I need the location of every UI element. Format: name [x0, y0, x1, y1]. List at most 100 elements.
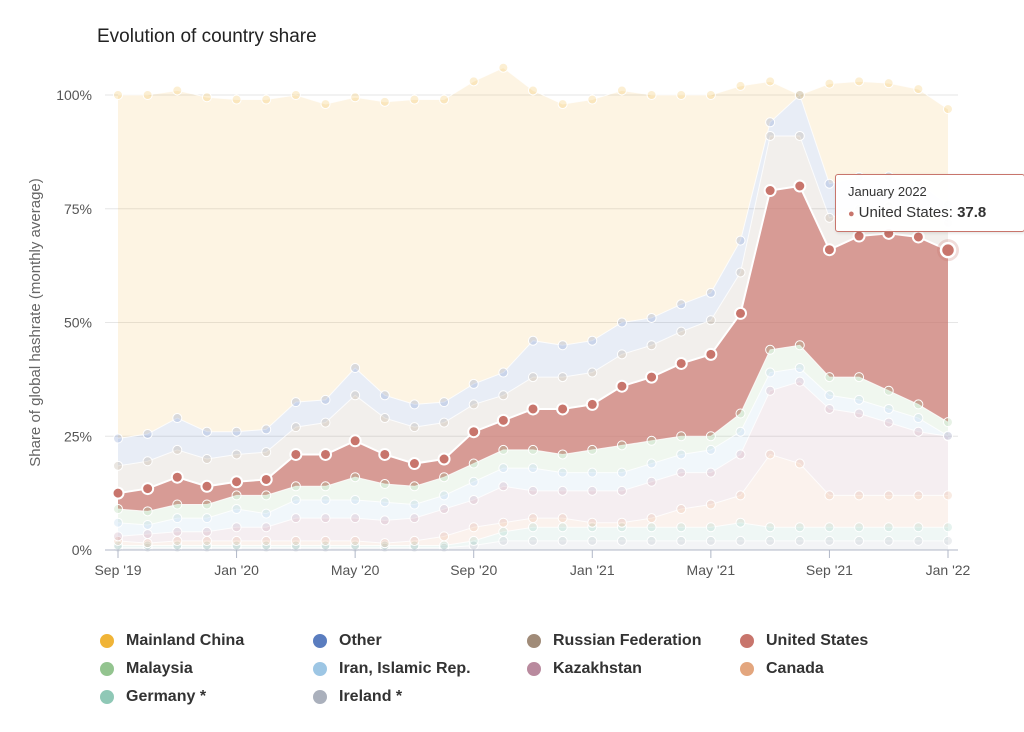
- data-point: [439, 531, 450, 542]
- data-point: [824, 535, 835, 546]
- data-point: [320, 513, 331, 524]
- data-point: [498, 535, 509, 546]
- legend-dot-icon: [527, 662, 541, 676]
- data-point: [172, 85, 183, 96]
- data-point: [793, 179, 807, 193]
- data-point: [113, 90, 123, 100]
- data-point: [765, 76, 776, 87]
- data-point: [676, 326, 687, 337]
- data-point: [409, 94, 420, 105]
- data-point: [201, 535, 212, 546]
- data-point: [231, 535, 242, 546]
- data-point: [439, 94, 450, 105]
- data-point: [854, 372, 865, 383]
- data-point: [557, 522, 568, 533]
- legend-item-canada[interactable]: Canada: [740, 660, 824, 678]
- data-point: [350, 494, 361, 505]
- data-point: [261, 490, 272, 501]
- legend-item-russian-federation[interactable]: Russian Federation: [527, 632, 701, 650]
- tooltip-dot-icon: ●: [848, 208, 855, 220]
- data-point: [824, 522, 835, 533]
- data-point: [437, 452, 451, 466]
- data-point: [290, 535, 301, 546]
- data-point: [290, 397, 301, 408]
- data-point: [676, 504, 687, 515]
- data-point: [765, 385, 776, 396]
- tooltip-series: United States: [858, 204, 949, 221]
- data-point: [676, 535, 687, 546]
- data-point: [913, 399, 924, 410]
- data-point: [231, 449, 242, 460]
- data-point: [320, 394, 331, 405]
- data-point: [646, 340, 657, 351]
- data-point: [615, 379, 629, 393]
- data-point: [261, 522, 272, 533]
- data-point: [528, 372, 538, 383]
- data-point: [735, 408, 746, 419]
- data-point: [913, 522, 924, 533]
- line-russian-federation: [117, 135, 949, 467]
- data-point: [765, 449, 776, 460]
- data-point: [765, 130, 776, 141]
- data-point: [231, 522, 242, 533]
- data-point: [794, 340, 805, 351]
- data-point: [170, 470, 184, 484]
- legend-item-germany[interactable]: Germany *: [100, 688, 206, 706]
- data-point: [468, 535, 479, 546]
- data-point: [854, 76, 865, 87]
- legend-item-kazakhstan[interactable]: Kazakhstan: [527, 660, 642, 678]
- data-point: [556, 402, 570, 416]
- data-point: [854, 535, 865, 546]
- data-point: [913, 84, 924, 95]
- data-point: [587, 467, 598, 478]
- legend-item-united-states[interactable]: United States: [740, 632, 868, 650]
- data-point: [379, 96, 390, 107]
- data-point: [290, 90, 301, 100]
- legend-item-other[interactable]: Other: [313, 632, 382, 650]
- data-point: [350, 390, 361, 401]
- data-point: [290, 481, 301, 492]
- data-point: [201, 513, 212, 524]
- area-chart[interactable]: 0% 25% 50% 75% 100% Share of global hashrate …: [0, 0, 1024, 620]
- data-point: [616, 317, 627, 328]
- data-point: [468, 476, 479, 487]
- data-point: [587, 444, 598, 455]
- data-point: [676, 431, 687, 442]
- data-point: [468, 458, 479, 469]
- line-germany-: [118, 522, 948, 546]
- data-point: [409, 513, 420, 524]
- data-point: [468, 378, 479, 389]
- data-point: [735, 267, 746, 278]
- area-united-states: [118, 186, 948, 512]
- chart-title: Evolution of country share: [97, 26, 317, 47]
- data-point: [794, 522, 805, 533]
- data-point: [407, 457, 421, 471]
- y-tick-label: 75%: [64, 201, 92, 217]
- legend-label: Mainland China: [126, 632, 245, 649]
- data-point: [646, 476, 657, 487]
- data-point: [350, 92, 361, 103]
- legend-item-mainland-china[interactable]: Mainland China: [100, 632, 244, 650]
- data-point: [735, 490, 746, 501]
- data-point: [409, 499, 420, 510]
- legend-item-malaysia[interactable]: Malaysia: [100, 660, 193, 678]
- data-point: [646, 535, 657, 546]
- legend-label: Iran, Islamic Rep.: [339, 660, 471, 677]
- data-point: [230, 475, 244, 489]
- data-point: [528, 535, 538, 546]
- data-point: [913, 490, 924, 501]
- data-point: [735, 235, 746, 246]
- data-point: [557, 372, 568, 383]
- legend-item-iran-islamic-rep[interactable]: Iran, Islamic Rep.: [313, 660, 471, 678]
- data-point: [261, 508, 272, 519]
- data-point: [172, 535, 183, 546]
- data-point: [261, 447, 272, 458]
- data-point: [439, 417, 450, 428]
- data-point: [290, 513, 301, 524]
- data-point: [883, 522, 894, 533]
- legend-item-ireland[interactable]: Ireland *: [313, 688, 402, 706]
- legend-dot-icon: [313, 634, 327, 648]
- legend-label: Russian Federation: [553, 632, 702, 649]
- data-point: [142, 538, 153, 549]
- data-point: [704, 347, 718, 361]
